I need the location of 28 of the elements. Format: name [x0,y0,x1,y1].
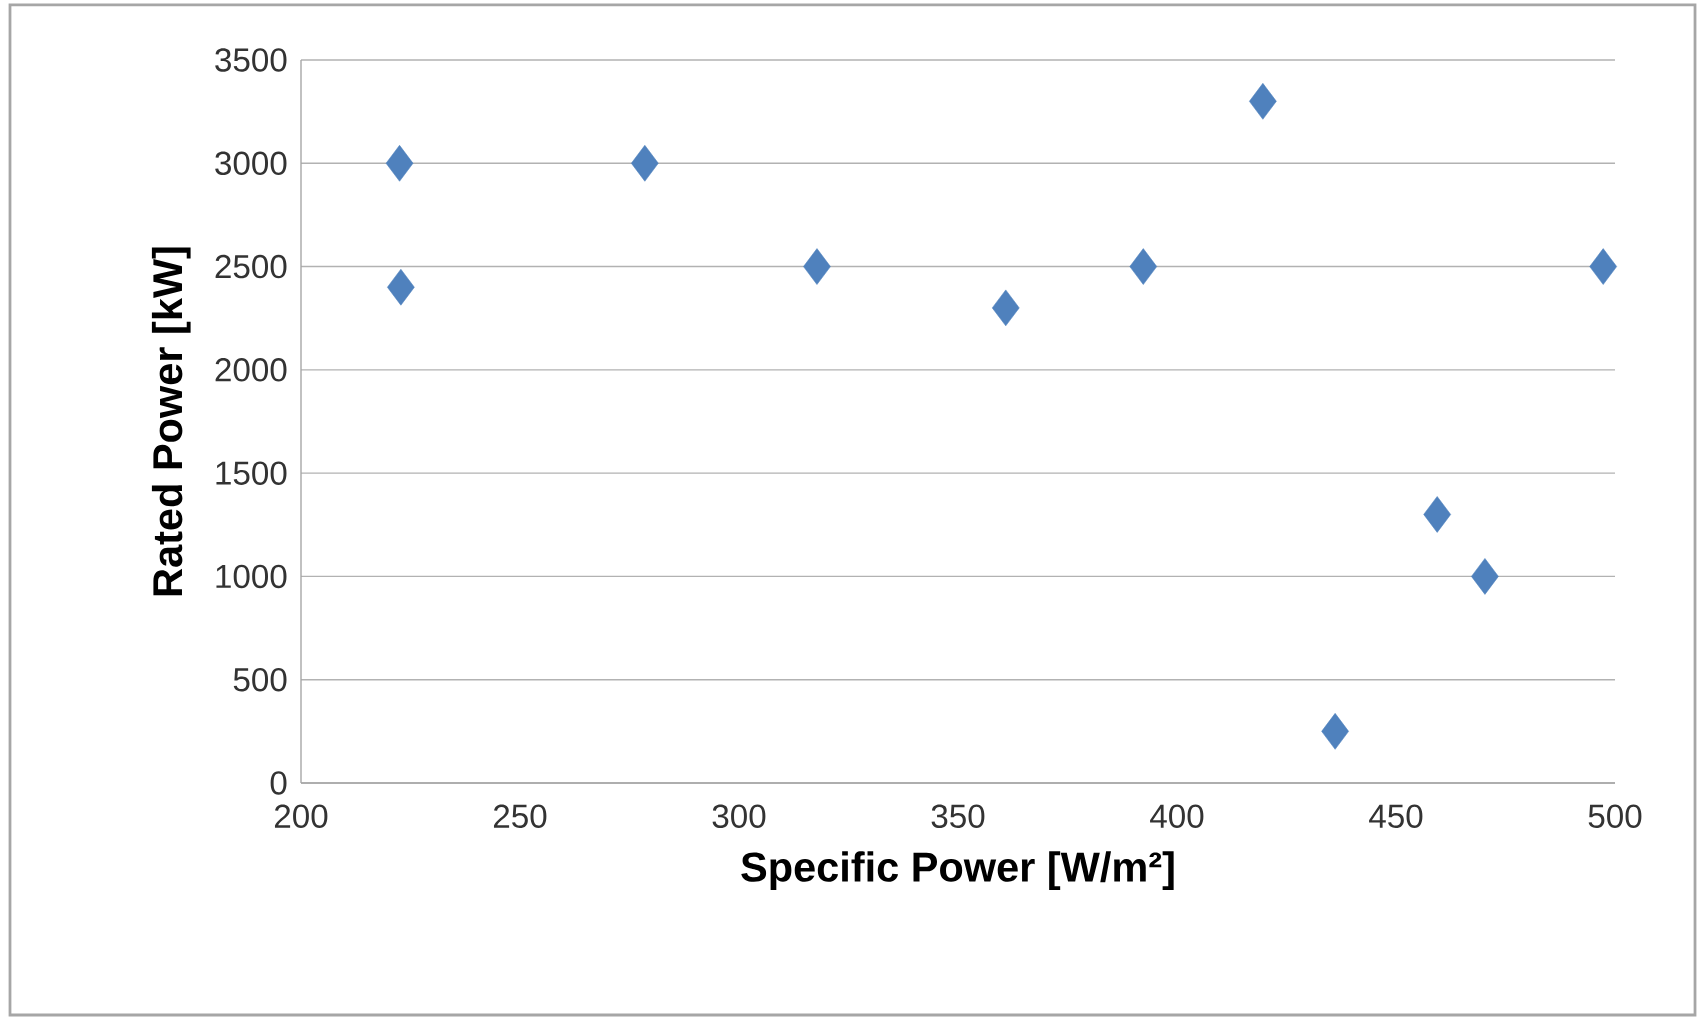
point [387,268,415,306]
point [1423,496,1451,533]
y-axis-title: Rated Power [kW] [151,247,191,596]
point [385,145,414,182]
point [631,145,659,182]
x-tick-label: 300 [712,804,766,829]
y-tick-label: 2000 [215,358,287,382]
point [1471,558,1499,595]
y-tick-label: 3000 [215,151,287,176]
point [1129,248,1158,285]
x-axis-title: Specific Power [W/m²] [741,851,1174,891]
y-tick-label: 3500 [215,48,287,72]
x-tick-label: 200 [274,804,328,829]
x-tick-label: 500 [1588,804,1642,829]
point [991,289,1020,327]
y-tick-label: 1500 [216,461,287,485]
point [1589,248,1617,285]
x-tick-label: 400 [1150,804,1204,829]
y-tick-label: 500 [233,667,287,692]
y-tick-label: 1000 [216,564,287,589]
y-tick-label: 0 [270,771,287,795]
x-tick-label: 450 [1369,804,1423,829]
x-tick-label: 250 [493,804,547,829]
point [1321,713,1349,750]
point [1249,83,1277,120]
y-tick-label: 2500 [215,254,287,279]
point [803,248,831,285]
x-tick-label: 350 [931,804,985,829]
